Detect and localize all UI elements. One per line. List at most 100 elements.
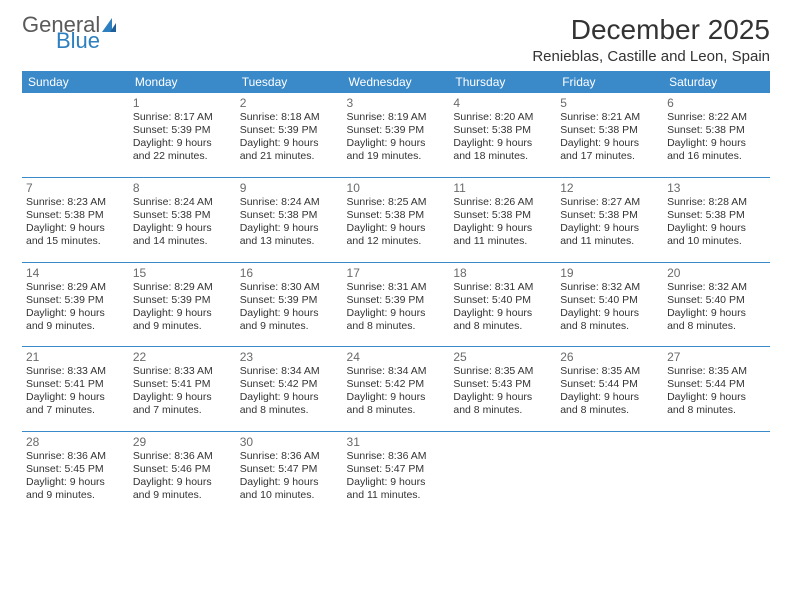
day-cell: 6Sunrise: 8:22 AMSunset: 5:38 PMDaylight… (663, 93, 770, 177)
daylight-text: Daylight: 9 hours and 17 minutes. (560, 137, 659, 163)
sunrise-text: Sunrise: 8:34 AM (347, 365, 446, 378)
sunrise-text: Sunrise: 8:34 AM (240, 365, 339, 378)
sunset-text: Sunset: 5:38 PM (133, 209, 232, 222)
sun-info: Sunrise: 8:23 AMSunset: 5:38 PMDaylight:… (26, 196, 125, 249)
daylight-text: Daylight: 9 hours and 15 minutes. (26, 222, 125, 248)
sunrise-text: Sunrise: 8:25 AM (347, 196, 446, 209)
sun-info: Sunrise: 8:29 AMSunset: 5:39 PMDaylight:… (133, 281, 232, 334)
day-header-wed: Wednesday (343, 71, 450, 93)
day-cell: 29Sunrise: 8:36 AMSunset: 5:46 PMDayligh… (129, 431, 236, 515)
sunrise-text: Sunrise: 8:21 AM (560, 111, 659, 124)
day-number: 4 (453, 96, 552, 110)
brand-part2: Blue (56, 30, 116, 52)
day-cell: 7Sunrise: 8:23 AMSunset: 5:38 PMDaylight… (22, 178, 129, 262)
sun-info: Sunrise: 8:36 AMSunset: 5:47 PMDaylight:… (240, 450, 339, 503)
sunrise-text: Sunrise: 8:31 AM (453, 281, 552, 294)
daylight-text: Daylight: 9 hours and 9 minutes. (133, 476, 232, 502)
sunset-text: Sunset: 5:47 PM (347, 463, 446, 476)
brand-text: General Blue (22, 14, 116, 52)
sunset-text: Sunset: 5:38 PM (560, 124, 659, 137)
daylight-text: Daylight: 9 hours and 16 minutes. (667, 137, 766, 163)
title-block: December 2025 Renieblas, Castille and Le… (532, 14, 770, 65)
daylight-text: Daylight: 9 hours and 9 minutes. (26, 307, 125, 333)
sun-info: Sunrise: 8:29 AMSunset: 5:39 PMDaylight:… (26, 281, 125, 334)
day-cell: 5Sunrise: 8:21 AMSunset: 5:38 PMDaylight… (556, 93, 663, 177)
daylight-text: Daylight: 9 hours and 11 minutes. (453, 222, 552, 248)
sun-info: Sunrise: 8:18 AMSunset: 5:39 PMDaylight:… (240, 111, 339, 164)
day-number: 28 (26, 435, 125, 449)
day-number: 22 (133, 350, 232, 364)
sunset-text: Sunset: 5:38 PM (560, 209, 659, 222)
sunrise-text: Sunrise: 8:20 AM (453, 111, 552, 124)
daylight-text: Daylight: 9 hours and 9 minutes. (26, 476, 125, 502)
day-cell (663, 431, 770, 515)
sunrise-text: Sunrise: 8:36 AM (133, 450, 232, 463)
day-cell: 9Sunrise: 8:24 AMSunset: 5:38 PMDaylight… (236, 178, 343, 262)
sunrise-text: Sunrise: 8:24 AM (240, 196, 339, 209)
sunset-text: Sunset: 5:42 PM (240, 378, 339, 391)
day-number: 10 (347, 181, 446, 195)
sunrise-text: Sunrise: 8:26 AM (453, 196, 552, 209)
sunrise-text: Sunrise: 8:22 AM (667, 111, 766, 124)
sun-info: Sunrise: 8:35 AMSunset: 5:44 PMDaylight:… (560, 365, 659, 418)
day-cell: 30Sunrise: 8:36 AMSunset: 5:47 PMDayligh… (236, 431, 343, 515)
daylight-text: Daylight: 9 hours and 9 minutes. (133, 307, 232, 333)
day-cell: 23Sunrise: 8:34 AMSunset: 5:42 PMDayligh… (236, 347, 343, 431)
day-cell (22, 93, 129, 177)
daylight-text: Daylight: 9 hours and 7 minutes. (26, 391, 125, 417)
daylight-text: Daylight: 9 hours and 8 minutes. (453, 307, 552, 333)
daylight-text: Daylight: 9 hours and 8 minutes. (560, 391, 659, 417)
day-number: 2 (240, 96, 339, 110)
sun-info: Sunrise: 8:36 AMSunset: 5:45 PMDaylight:… (26, 450, 125, 503)
sun-info: Sunrise: 8:27 AMSunset: 5:38 PMDaylight:… (560, 196, 659, 249)
sunrise-text: Sunrise: 8:35 AM (560, 365, 659, 378)
brand-logo: General Blue (22, 14, 116, 52)
sunrise-text: Sunrise: 8:24 AM (133, 196, 232, 209)
sun-info: Sunrise: 8:17 AMSunset: 5:39 PMDaylight:… (133, 111, 232, 164)
daylight-text: Daylight: 9 hours and 18 minutes. (453, 137, 552, 163)
day-number: 20 (667, 266, 766, 280)
daylight-text: Daylight: 9 hours and 8 minutes. (347, 391, 446, 417)
sunrise-text: Sunrise: 8:33 AM (133, 365, 232, 378)
day-number: 26 (560, 350, 659, 364)
sunset-text: Sunset: 5:38 PM (347, 209, 446, 222)
sunset-text: Sunset: 5:39 PM (26, 294, 125, 307)
sun-info: Sunrise: 8:19 AMSunset: 5:39 PMDaylight:… (347, 111, 446, 164)
day-number: 16 (240, 266, 339, 280)
day-number: 29 (133, 435, 232, 449)
sunrise-text: Sunrise: 8:35 AM (667, 365, 766, 378)
sun-info: Sunrise: 8:33 AMSunset: 5:41 PMDaylight:… (133, 365, 232, 418)
day-cell: 17Sunrise: 8:31 AMSunset: 5:39 PMDayligh… (343, 262, 450, 346)
sun-info: Sunrise: 8:30 AMSunset: 5:39 PMDaylight:… (240, 281, 339, 334)
location-text: Renieblas, Castille and Leon, Spain (532, 48, 770, 65)
sun-info: Sunrise: 8:21 AMSunset: 5:38 PMDaylight:… (560, 111, 659, 164)
sunset-text: Sunset: 5:39 PM (347, 294, 446, 307)
day-cell: 26Sunrise: 8:35 AMSunset: 5:44 PMDayligh… (556, 347, 663, 431)
day-header-sat: Saturday (663, 71, 770, 93)
daylight-text: Daylight: 9 hours and 11 minutes. (560, 222, 659, 248)
sunrise-text: Sunrise: 8:18 AM (240, 111, 339, 124)
daylight-text: Daylight: 9 hours and 8 minutes. (667, 391, 766, 417)
sun-info: Sunrise: 8:25 AMSunset: 5:38 PMDaylight:… (347, 196, 446, 249)
sunset-text: Sunset: 5:41 PM (26, 378, 125, 391)
day-cell: 3Sunrise: 8:19 AMSunset: 5:39 PMDaylight… (343, 93, 450, 177)
daylight-text: Daylight: 9 hours and 8 minutes. (453, 391, 552, 417)
day-number: 27 (667, 350, 766, 364)
daylight-text: Daylight: 9 hours and 22 minutes. (133, 137, 232, 163)
day-cell: 10Sunrise: 8:25 AMSunset: 5:38 PMDayligh… (343, 178, 450, 262)
sunset-text: Sunset: 5:39 PM (347, 124, 446, 137)
daylight-text: Daylight: 9 hours and 11 minutes. (347, 476, 446, 502)
day-cell (449, 431, 556, 515)
daylight-text: Daylight: 9 hours and 13 minutes. (240, 222, 339, 248)
sunrise-text: Sunrise: 8:23 AM (26, 196, 125, 209)
sunrise-text: Sunrise: 8:29 AM (133, 281, 232, 294)
sun-info: Sunrise: 8:31 AMSunset: 5:40 PMDaylight:… (453, 281, 552, 334)
sunrise-text: Sunrise: 8:29 AM (26, 281, 125, 294)
day-cell: 2Sunrise: 8:18 AMSunset: 5:39 PMDaylight… (236, 93, 343, 177)
day-cell: 27Sunrise: 8:35 AMSunset: 5:44 PMDayligh… (663, 347, 770, 431)
day-number: 6 (667, 96, 766, 110)
sunset-text: Sunset: 5:40 PM (560, 294, 659, 307)
week-row: 21Sunrise: 8:33 AMSunset: 5:41 PMDayligh… (22, 347, 770, 431)
daylight-text: Daylight: 9 hours and 12 minutes. (347, 222, 446, 248)
sun-info: Sunrise: 8:22 AMSunset: 5:38 PMDaylight:… (667, 111, 766, 164)
